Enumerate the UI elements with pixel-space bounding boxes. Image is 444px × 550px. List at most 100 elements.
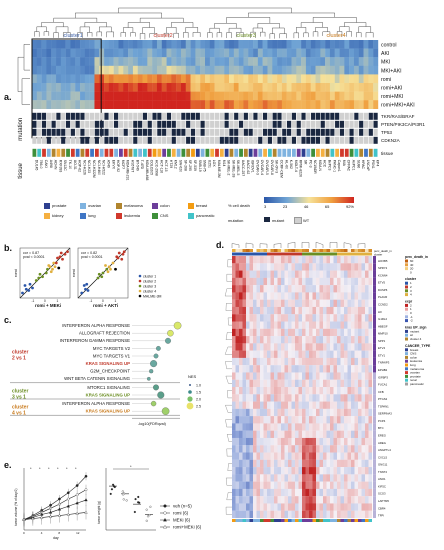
legend-section-title: kras UP_sign xyxy=(405,325,427,329)
expression-cell xyxy=(358,445,362,453)
heatmap-cell xyxy=(32,83,38,92)
x-tick-label: 0 xyxy=(44,299,46,303)
heatmap-cell xyxy=(353,91,359,101)
mutation-cell xyxy=(229,136,234,144)
expression-cell xyxy=(319,306,324,315)
expression-cell xyxy=(235,343,240,351)
heatmap-cell xyxy=(104,91,110,101)
heatmap-cell xyxy=(248,40,254,49)
mutation-cell xyxy=(282,120,287,128)
x-tick-label: 12 xyxy=(76,531,80,535)
expression-cell xyxy=(253,314,257,322)
expression-cell xyxy=(354,430,359,439)
legend-swatch xyxy=(405,355,408,359)
mutation-cell xyxy=(320,120,325,128)
expression-cell xyxy=(232,408,236,417)
expression-cell xyxy=(274,503,278,511)
expression-cell xyxy=(312,467,317,475)
expression-cell xyxy=(256,474,261,482)
gene-label: CFB xyxy=(378,390,384,394)
expression-cell xyxy=(354,379,359,388)
expression-cell xyxy=(298,394,303,402)
expression-cell xyxy=(253,408,257,417)
expression-cell xyxy=(305,365,310,373)
expression-cell xyxy=(340,467,345,475)
expression-cell xyxy=(309,437,313,446)
cell-line-label: SF-295 xyxy=(188,160,192,171)
cancer-type-cell xyxy=(263,519,267,522)
heatmap-cell xyxy=(118,83,124,92)
cell-line-label: MALME-3M xyxy=(217,160,221,178)
heatmap-cell xyxy=(253,74,259,84)
expression-cell xyxy=(270,372,275,380)
colorscale-bar xyxy=(264,197,354,203)
mutation-cell xyxy=(133,112,138,120)
expression-cell xyxy=(302,474,306,482)
expression-cell xyxy=(309,423,313,431)
heatmap-cell xyxy=(147,74,153,84)
expression-cell xyxy=(326,423,331,431)
heatmap-cell xyxy=(253,100,259,109)
legend-swatch xyxy=(405,315,408,319)
x-tick-label: 1 xyxy=(57,299,59,303)
cancer-type-cell xyxy=(288,519,292,522)
expression-cell xyxy=(277,270,282,278)
mutation-cell xyxy=(142,128,148,136)
enrichment-bubble xyxy=(165,337,171,344)
cell-line-label: KM12 xyxy=(174,160,178,169)
expression-cell xyxy=(312,437,317,446)
heatmap-cell xyxy=(253,48,259,58)
expression-cell xyxy=(295,467,299,475)
legend-item-label: mutant xyxy=(410,329,419,333)
mutation-cell xyxy=(181,136,186,144)
mutation-cell xyxy=(61,136,66,144)
expression-cell xyxy=(319,285,324,293)
expression-cell xyxy=(291,416,296,424)
expression-cell xyxy=(298,510,303,519)
expression-cell xyxy=(340,321,345,329)
heatmap-cell xyxy=(108,57,114,66)
expression-cell xyxy=(337,452,341,460)
expression-cell xyxy=(232,372,236,380)
expression-cell xyxy=(246,452,250,460)
expression-cell xyxy=(333,496,338,504)
heatmap-cell xyxy=(195,57,201,66)
expression-cell xyxy=(340,285,345,293)
expression-cell xyxy=(365,306,369,315)
heatmap-cell xyxy=(267,83,273,92)
expression-cell xyxy=(253,423,257,431)
expression-cell xyxy=(330,357,334,366)
data-marker xyxy=(57,513,62,517)
expression-cell xyxy=(263,394,268,402)
kras-signature-cell xyxy=(373,328,376,337)
mutation-cell xyxy=(267,128,272,136)
expression-cell xyxy=(246,379,250,388)
expression-cell xyxy=(319,365,324,373)
heatmap-cell xyxy=(108,48,114,58)
expression-cell xyxy=(277,459,282,468)
expression-cell xyxy=(319,474,324,482)
expression-cell xyxy=(232,467,236,475)
heatmap-cell xyxy=(147,48,153,58)
expression-cell xyxy=(232,445,236,453)
expression-cell xyxy=(235,510,240,519)
mutation-cell xyxy=(147,120,152,128)
gene-label: SERPINA3 xyxy=(378,412,392,416)
data-marker xyxy=(84,474,88,478)
expression-cell xyxy=(256,357,261,366)
heatmap-cell xyxy=(358,48,364,58)
expression-cell xyxy=(361,423,366,431)
expression-cell xyxy=(312,357,317,366)
heatmap-cell xyxy=(301,57,307,66)
expression-cell xyxy=(337,503,341,511)
legend-item-label: prostate xyxy=(410,374,421,378)
expression-cell xyxy=(277,379,282,388)
expression-cell xyxy=(270,379,275,388)
heatmap-cell xyxy=(209,74,215,84)
mutation-cell xyxy=(272,136,277,144)
mutation-cell xyxy=(46,112,51,120)
expression-cell xyxy=(274,256,278,264)
expression-cell xyxy=(347,459,352,468)
mutation-cell xyxy=(75,128,80,136)
